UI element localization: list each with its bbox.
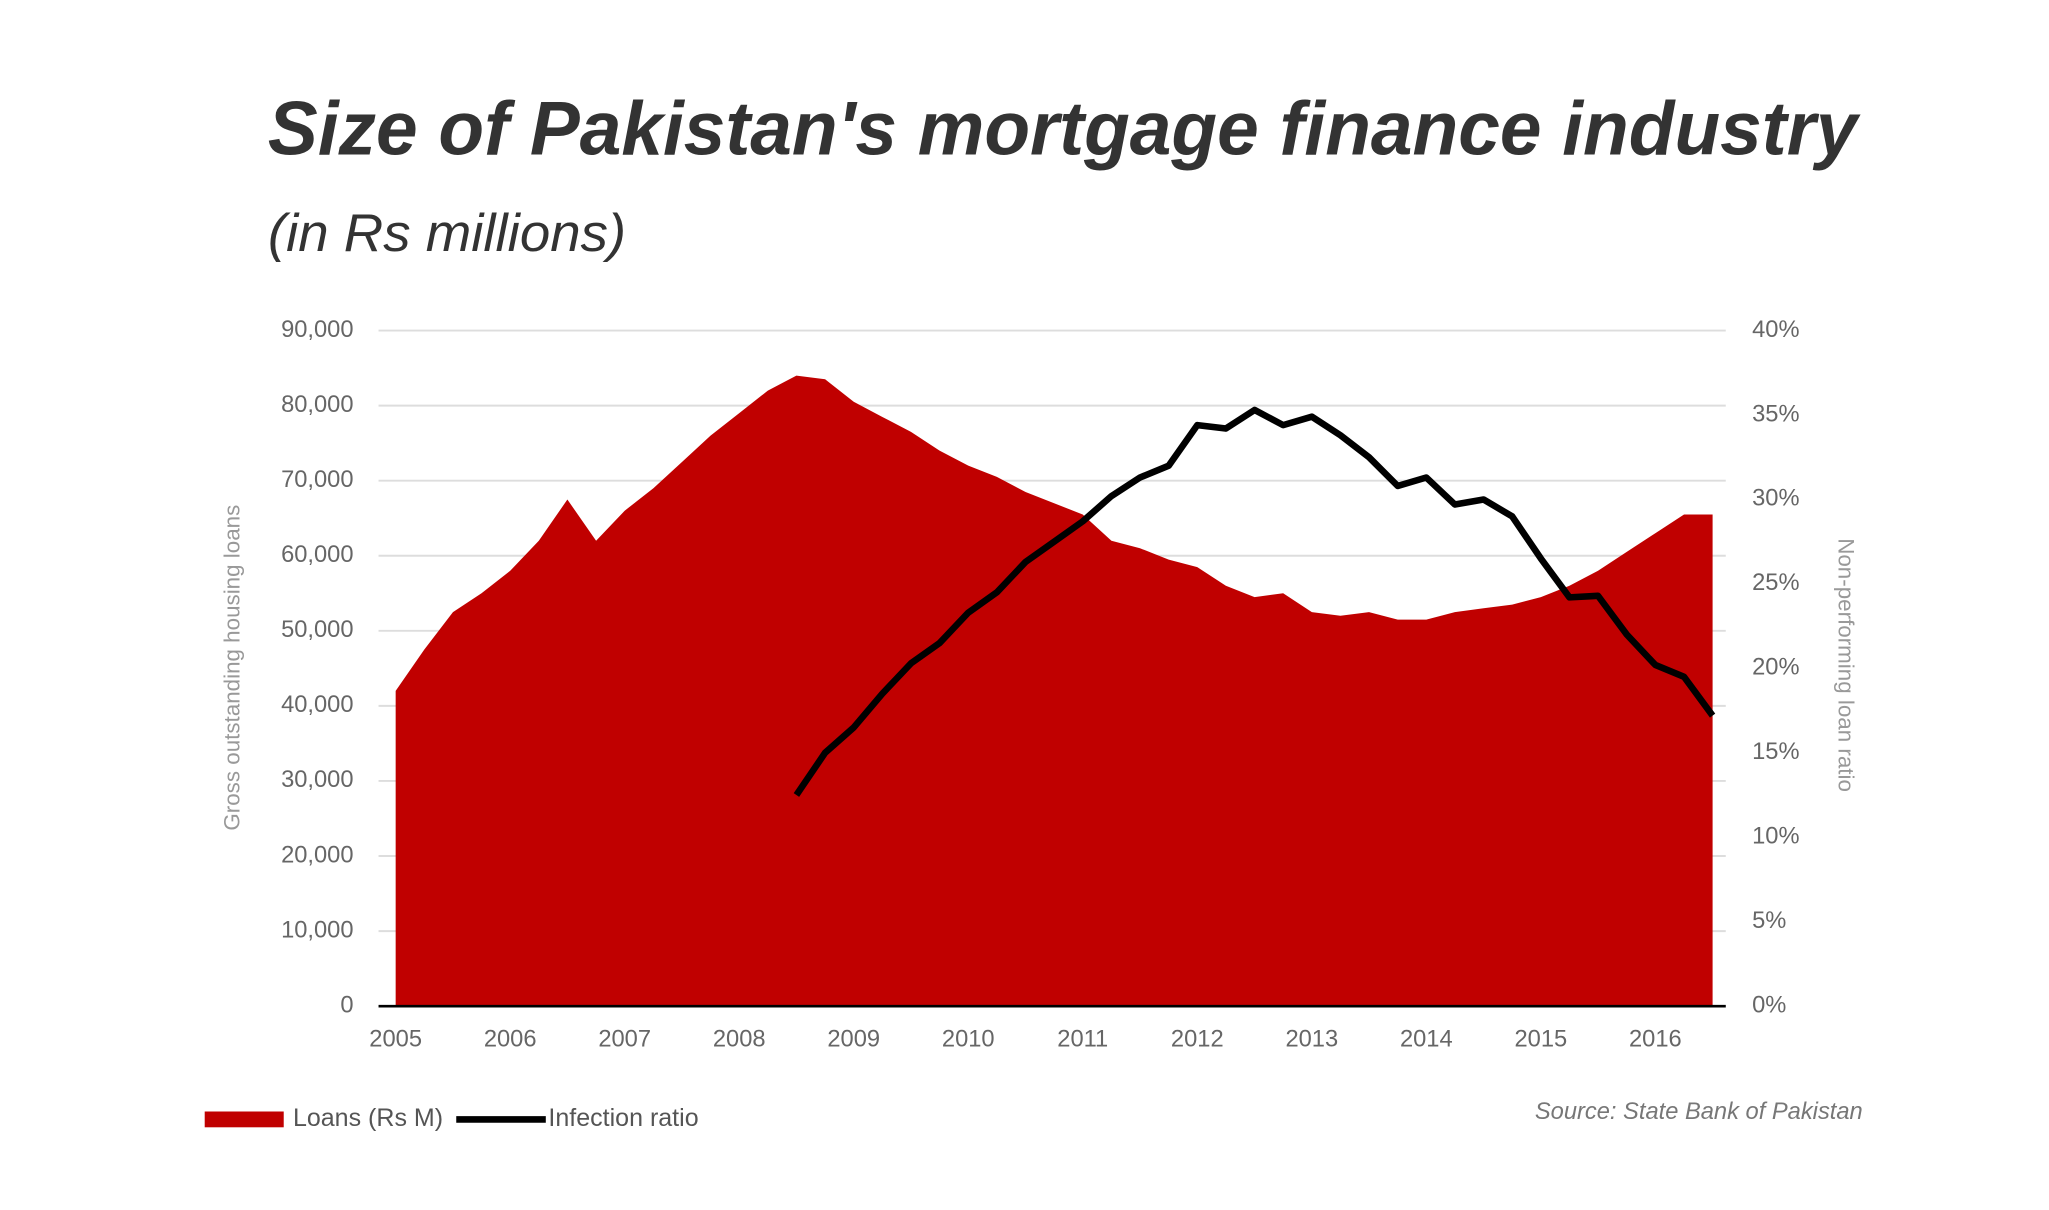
y-tick-label: 0 — [340, 992, 353, 1018]
line — [793, 406, 1716, 797]
y-tick-label: 70,000 — [281, 467, 353, 493]
legend-swatch — [204, 1111, 284, 1128]
y2-tick-label: 15% — [1752, 739, 1799, 765]
y-tick-label: 30,000 — [281, 767, 353, 793]
y-axis-title: Gross outstanding housing loans — [220, 505, 245, 831]
chart-subtitle: (in Rs millions) — [268, 204, 626, 263]
y2-tick-label: 35% — [1752, 401, 1799, 427]
y-tick-label: 80,000 — [281, 392, 353, 418]
x-tick-label: 2010 — [942, 1027, 995, 1053]
x-tick-label: 2008 — [713, 1027, 766, 1053]
x-tick-label: 2015 — [1514, 1027, 1567, 1053]
y2-tick-label: 20% — [1752, 655, 1799, 681]
y2-tick-label: 40% — [1752, 317, 1799, 343]
y-tick-label: 40,000 — [281, 692, 353, 718]
legend-label: Infection ratio — [548, 1104, 698, 1132]
source-note: Source: State Bank of Pakistan — [1535, 1099, 1863, 1125]
x-tick-label: 2013 — [1285, 1027, 1338, 1053]
y-tick-label: 60,000 — [281, 542, 353, 568]
y2-tick-label: 30% — [1752, 486, 1799, 512]
legend-label: Loans (Rs M) — [293, 1104, 443, 1132]
y-tick-label: 20,000 — [281, 842, 353, 868]
y2-tick-label: 10% — [1752, 824, 1799, 850]
x-tick-label: 2009 — [827, 1027, 880, 1053]
y2-axis-title: Non-performing loan ratio — [1833, 538, 1858, 792]
chart-title: Size of Pakistan's mortgage finance indu… — [268, 86, 1861, 171]
y-tick-label: 90,000 — [281, 317, 353, 343]
x-tick-label: 2005 — [369, 1027, 422, 1053]
y2-tick-label: 5% — [1752, 908, 1786, 934]
y2-tick-label: 0% — [1752, 992, 1786, 1018]
x-tick-label: 2006 — [484, 1027, 537, 1053]
x-tick-label: 2012 — [1171, 1027, 1224, 1053]
y2-tick-label: 25% — [1752, 570, 1799, 596]
y-tick-label: 50,000 — [281, 617, 353, 643]
x-tick-label: 2007 — [598, 1027, 651, 1053]
x-tick-label: 2011 — [1057, 1027, 1108, 1053]
x-tick-label: 2016 — [1629, 1027, 1682, 1053]
x-tick-label: 2014 — [1400, 1027, 1453, 1053]
y-tick-label: 10,000 — [281, 917, 353, 943]
area — [395, 375, 1713, 1007]
